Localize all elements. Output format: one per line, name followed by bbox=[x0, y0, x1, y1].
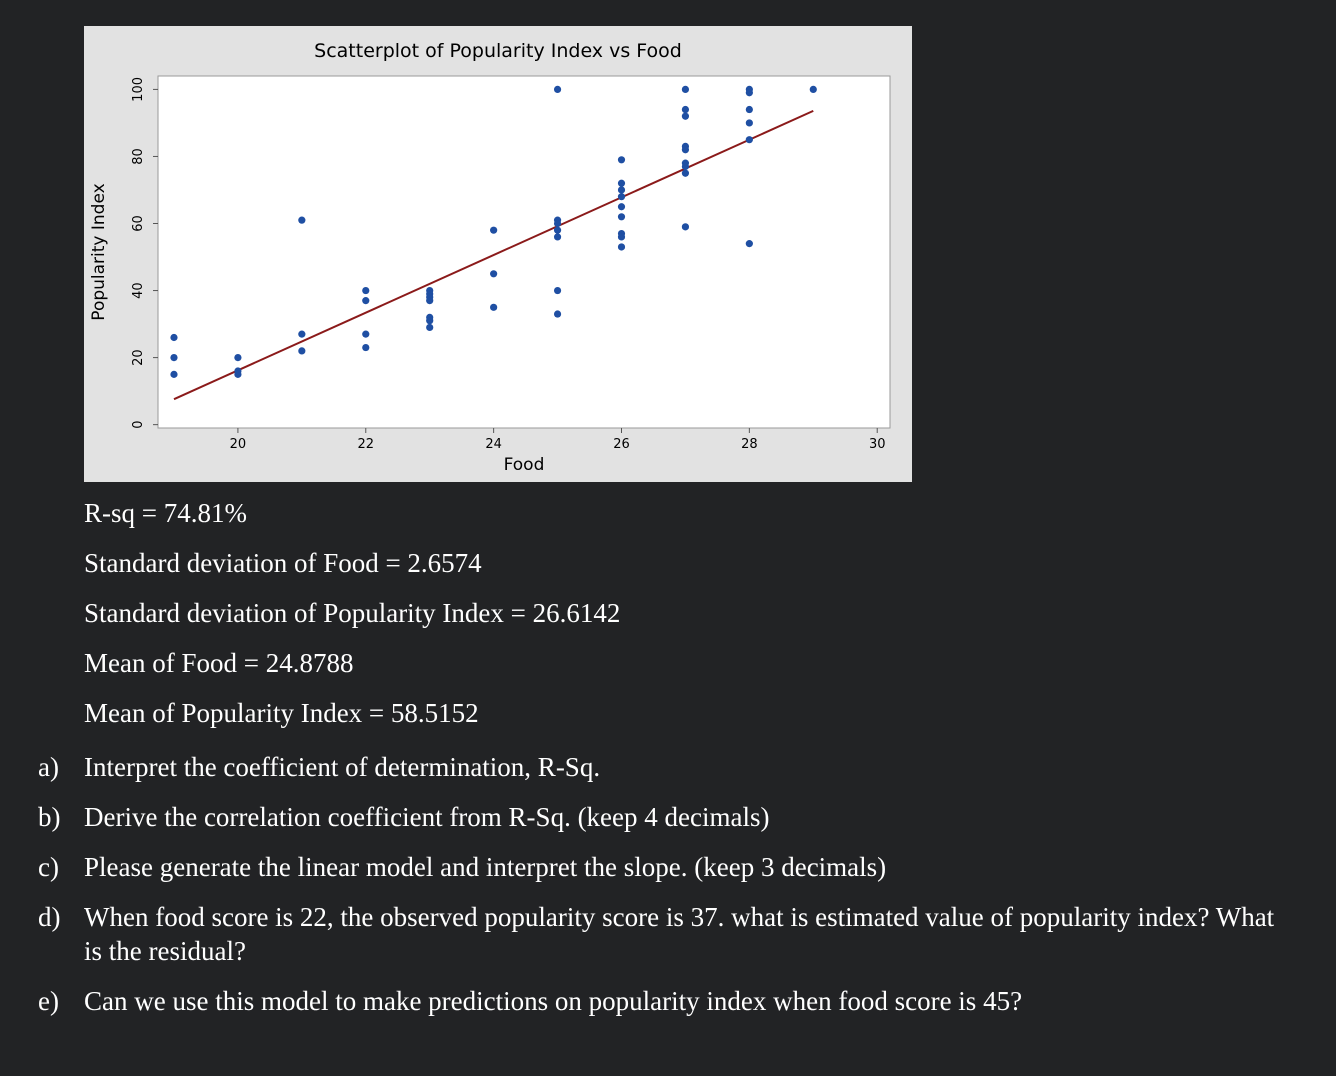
y-tick-label: 80 bbox=[131, 148, 146, 165]
data-point bbox=[745, 105, 753, 114]
data-point bbox=[490, 270, 498, 278]
data-point bbox=[553, 310, 562, 318]
data-point bbox=[362, 297, 370, 305]
data-point bbox=[362, 343, 370, 352]
y-tick-label: 60 bbox=[131, 215, 146, 232]
data-point bbox=[553, 286, 562, 295]
data-point bbox=[490, 303, 498, 311]
data-point bbox=[745, 136, 753, 144]
question-text: Please generate the linear model and int… bbox=[84, 852, 887, 882]
data-point bbox=[234, 370, 242, 378]
x-tick-label: 24 bbox=[485, 437, 502, 452]
x-tick-label: 30 bbox=[869, 437, 886, 452]
data-point bbox=[426, 317, 434, 325]
scatterplot-chart: Scatterplot of Popularity Index vs Food … bbox=[89, 40, 891, 475]
question-letter: b) bbox=[38, 802, 61, 832]
stat-mean-popularity: Mean of Popularity Index = 58.5152 bbox=[84, 698, 479, 728]
y-tick-label: 0 bbox=[131, 421, 146, 429]
data-point bbox=[681, 146, 690, 154]
stat-mean-food: Mean of Food = 24.8788 bbox=[84, 648, 354, 678]
data-point bbox=[681, 169, 690, 177]
regression-line bbox=[173, 109, 814, 401]
question-text: When food score is 22, the observed popu… bbox=[84, 902, 1275, 966]
question-letter: a) bbox=[38, 752, 59, 782]
data-point bbox=[617, 243, 626, 251]
data-point bbox=[681, 162, 690, 171]
data-point bbox=[617, 193, 626, 201]
regression-line-layer bbox=[173, 109, 814, 401]
data-point bbox=[617, 213, 626, 221]
y-axis-title: Popularity Index bbox=[89, 183, 109, 320]
y-axis: 0 20 40 60 80 100 bbox=[131, 77, 158, 429]
x-axis-title: Food bbox=[504, 455, 545, 475]
data-point bbox=[553, 233, 562, 241]
stat-rsq: R-sq = 74.81% bbox=[84, 498, 247, 528]
data-point bbox=[170, 354, 178, 362]
question-text: Derive the correlation coefficient from … bbox=[84, 802, 770, 832]
data-point bbox=[170, 333, 178, 342]
data-point bbox=[681, 223, 690, 231]
question-letter: d) bbox=[38, 902, 61, 932]
scatterplot-panel: Scatterplot of Popularity Index vs Food … bbox=[84, 26, 912, 482]
data-point bbox=[809, 85, 817, 94]
plot-area bbox=[157, 75, 891, 429]
data-point bbox=[553, 85, 562, 94]
question-text: Can we use this model to make prediction… bbox=[84, 986, 1023, 1016]
chart-title: Scatterplot of Popularity Index vs Food bbox=[314, 40, 682, 62]
data-point bbox=[426, 297, 434, 305]
stat-sd-food: Standard deviation of Food = 2.6574 bbox=[84, 548, 482, 578]
question-letter: e) bbox=[38, 986, 59, 1016]
data-point bbox=[553, 226, 562, 234]
data-point bbox=[617, 156, 626, 164]
data-point bbox=[234, 354, 242, 362]
x-tick-label: 28 bbox=[741, 437, 758, 452]
data-point bbox=[553, 219, 562, 228]
data-point bbox=[298, 347, 306, 355]
data-point bbox=[617, 233, 626, 241]
x-tick-label: 26 bbox=[613, 437, 630, 452]
stat-sd-popularity: Standard deviation of Popularity Index =… bbox=[84, 598, 621, 628]
question-letter: c) bbox=[38, 852, 59, 882]
data-point bbox=[170, 370, 178, 378]
data-point bbox=[617, 179, 626, 187]
x-axis: 20 22 24 26 28 30 bbox=[230, 428, 886, 452]
question-text: Interpret the coefficient of determinati… bbox=[84, 752, 601, 782]
data-point bbox=[490, 226, 498, 234]
data-point bbox=[681, 85, 690, 94]
data-point bbox=[362, 330, 370, 338]
data-points-layer bbox=[170, 85, 817, 378]
y-tick-label: 40 bbox=[131, 282, 146, 299]
data-point bbox=[617, 203, 626, 211]
y-tick-label: 100 bbox=[131, 77, 146, 102]
data-point bbox=[298, 330, 306, 338]
data-point bbox=[681, 105, 690, 114]
data-point bbox=[745, 240, 753, 248]
data-point bbox=[745, 89, 753, 97]
data-point bbox=[426, 323, 434, 332]
x-tick-label: 20 bbox=[230, 437, 247, 452]
data-point bbox=[681, 112, 690, 120]
x-tick-label: 22 bbox=[357, 437, 374, 452]
data-point bbox=[617, 186, 626, 194]
y-tick-label: 20 bbox=[131, 349, 146, 366]
data-point bbox=[362, 286, 370, 295]
data-point bbox=[298, 216, 306, 224]
data-point bbox=[745, 119, 753, 127]
